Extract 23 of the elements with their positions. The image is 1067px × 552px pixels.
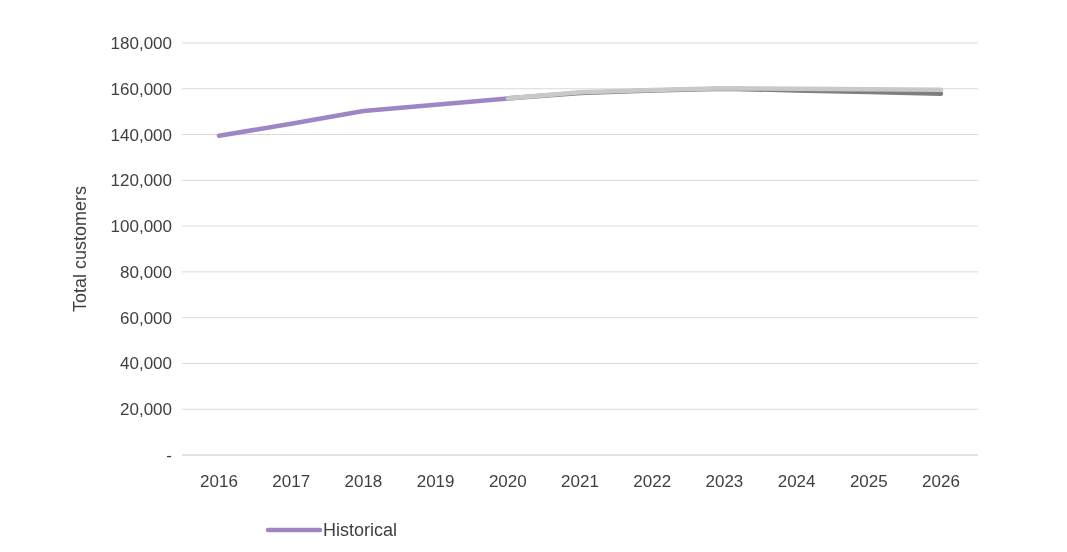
legend-label: Historical <box>323 520 398 541</box>
x-tick-label: 2017 <box>272 472 311 491</box>
x-tick-label: 2022 <box>633 472 672 491</box>
y-tick-label: 60,000 <box>120 308 172 328</box>
y-tick-label: 180,000 <box>110 33 172 53</box>
x-tick-label: 2020 <box>488 472 527 491</box>
x-tick-label: 2021 <box>561 472 599 491</box>
x-tick-label: 2018 <box>344 472 383 491</box>
y-tick-label: 80,000 <box>120 262 172 282</box>
x-tick-label: 2025 <box>849 472 888 491</box>
x-tick-label: 2026 <box>922 472 960 491</box>
x-tick-label: 2024 <box>777 472 816 491</box>
y-tick-label: 120,000 <box>110 171 172 191</box>
y-axis-title: Total customers <box>70 185 90 313</box>
x-tick-label: 2019 <box>416 472 455 491</box>
y-tick-label: 100,000 <box>110 217 172 237</box>
y-tick-label: 40,000 <box>120 354 172 374</box>
y-tick-label: 160,000 <box>110 79 172 99</box>
x-tick-label: 2016 <box>200 472 238 491</box>
y-tick-label: - <box>166 445 172 465</box>
y-tick-label: 20,000 <box>120 400 172 420</box>
y-tick-label: 140,000 <box>110 125 172 145</box>
x-tick-label: 2023 <box>705 472 744 491</box>
